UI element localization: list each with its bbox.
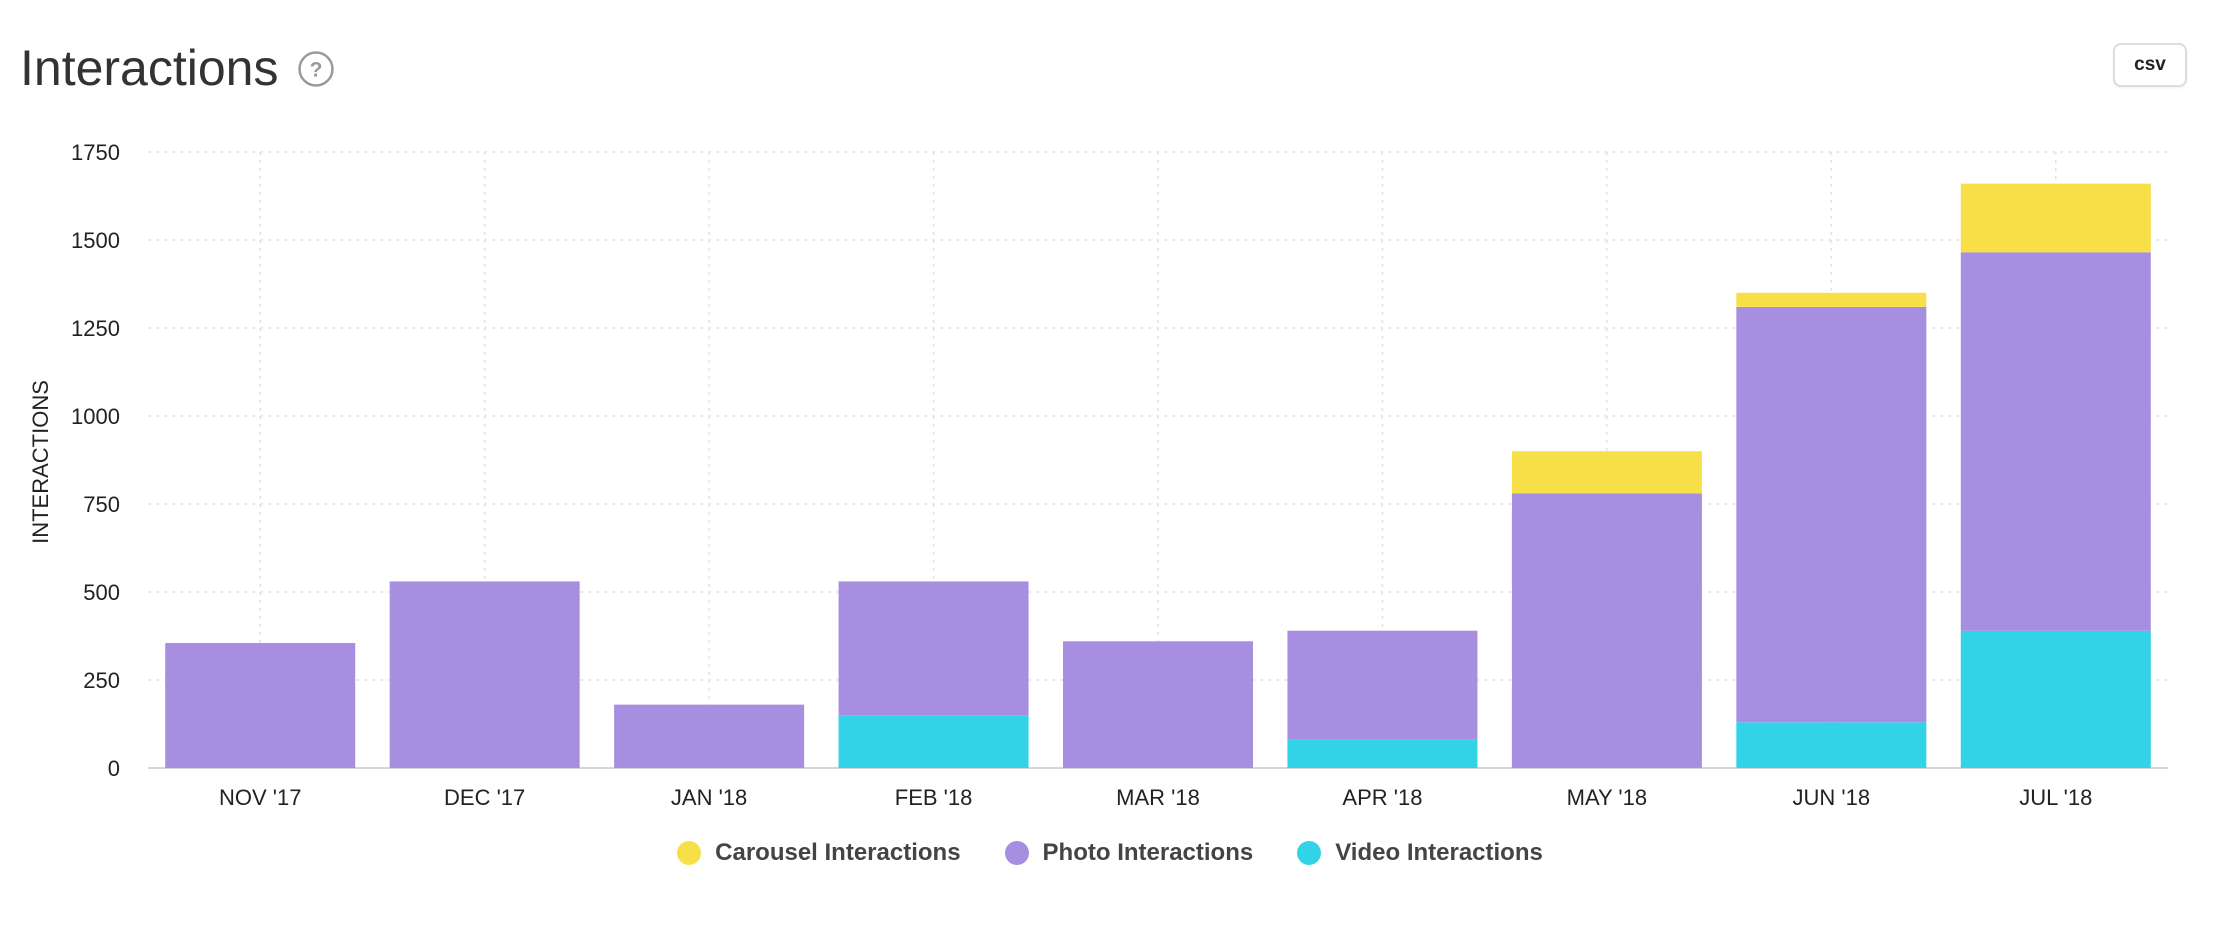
bar-carousel[interactable] [1960, 183, 2151, 253]
bar-photo[interactable] [1511, 493, 1702, 768]
x-tick-label: JUL '18 [2019, 785, 2092, 810]
photo-dot-icon [1004, 841, 1029, 865]
y-tick-label: 1500 [71, 228, 120, 253]
legend-item-carousel[interactable]: Carousel Interactions [677, 839, 961, 867]
svg-text:?: ? [310, 59, 323, 82]
bar-video[interactable] [1960, 630, 2151, 768]
question-circle-icon[interactable]: ? [297, 50, 335, 88]
x-tick-label: APR '18 [1342, 785, 1422, 810]
y-tick-label: 250 [83, 668, 120, 693]
y-tick-label: 1250 [71, 316, 120, 341]
legend-item-video[interactable]: Video Interactions [1297, 839, 1543, 867]
x-tick-label: JAN '18 [671, 785, 747, 810]
y-tick-label: 750 [83, 492, 120, 517]
carousel-dot-icon [677, 841, 702, 865]
y-tick-label: 500 [83, 580, 120, 605]
x-tick-label: FEB '18 [895, 785, 973, 810]
y-axis-ticks: 0 250 500 750 1000 1250 1500 1750 [71, 140, 120, 781]
bar-video[interactable] [838, 715, 1029, 768]
y-axis-label: INTERACTIONS [28, 380, 53, 544]
bar-photo[interactable] [165, 643, 356, 768]
legend-label: Photo Interactions [1042, 839, 1254, 866]
bar-photo[interactable] [1960, 252, 2151, 631]
bar-carousel[interactable] [1511, 451, 1702, 494]
x-tick-label: MAY '18 [1567, 785, 1647, 810]
bar-carousel[interactable] [1736, 292, 1927, 307]
legend-label: Video Interactions [1335, 839, 1543, 866]
video-dot-icon [1297, 841, 1322, 865]
y-tick-label: 1000 [71, 404, 120, 429]
bar-video[interactable] [1287, 739, 1478, 768]
bar-photo[interactable] [838, 581, 1029, 716]
bar-photo[interactable] [1287, 630, 1478, 740]
bar-photo[interactable] [614, 704, 805, 768]
x-tick-label: JUN '18 [1793, 785, 1871, 810]
x-tick-label: DEC '17 [444, 785, 525, 810]
csv-export-button[interactable]: csv [2113, 43, 2187, 87]
page-title: Interactions [20, 40, 279, 96]
bar-photo[interactable] [1063, 641, 1253, 768]
bar-photo[interactable] [389, 581, 580, 768]
bar-photo[interactable] [1736, 306, 1927, 723]
x-tick-label: MAR '18 [1116, 785, 1200, 810]
bars [165, 183, 2151, 768]
y-tick-label: 0 [108, 756, 120, 781]
bar-video[interactable] [1736, 722, 1927, 768]
legend-label: Carousel Interactions [715, 839, 961, 866]
x-axis-ticks: NOV '17 DEC '17 JAN '18 FEB '18 MAR '18 APR '… [219, 785, 2092, 810]
stacked-bar-chart: 0 250 500 750 1000 1250 1500 1750 NOV '17 DEC '1… [28, 140, 2168, 810]
x-tick-label: NOV '17 [219, 785, 301, 810]
y-tick-label: 1750 [71, 140, 120, 165]
chart-legend: Carousel Interactions Photo Interactions… [0, 839, 2220, 867]
legend-item-photo[interactable]: Photo Interactions [1004, 839, 1254, 867]
